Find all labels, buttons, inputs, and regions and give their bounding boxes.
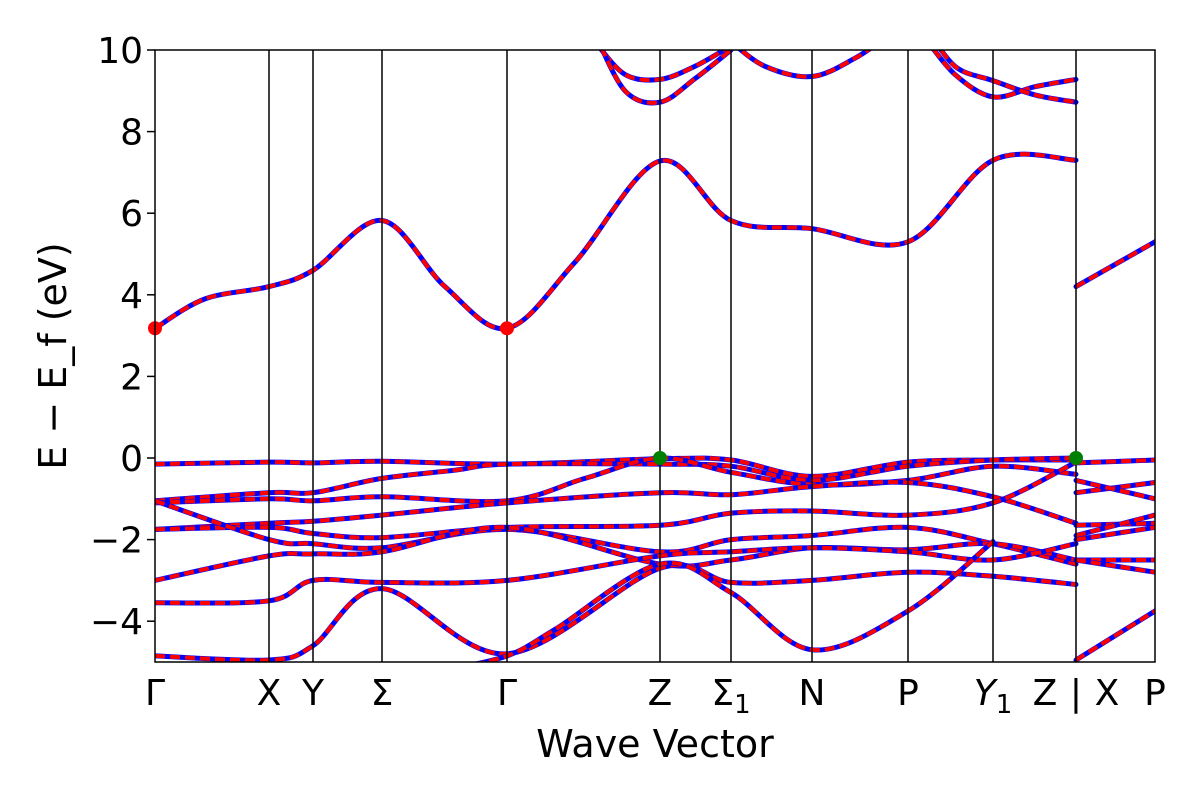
extremum-markers bbox=[148, 321, 1083, 465]
band-line-dft bbox=[1075, 478, 1155, 501]
band-line-dft bbox=[155, 456, 1077, 503]
band-line-dft bbox=[155, 455, 1077, 505]
y-tick-label: 10 bbox=[97, 31, 143, 72]
y-tick-label: 2 bbox=[120, 357, 143, 398]
kpoint-label: Z bbox=[1033, 673, 1058, 714]
band-line-dft bbox=[155, 525, 1077, 583]
extremum-point bbox=[500, 321, 514, 336]
kpoint-divider-lines bbox=[268, 50, 1077, 662]
y-tick-label: 8 bbox=[120, 113, 143, 154]
y-tick-label: 4 bbox=[120, 276, 143, 317]
kpoint-label: N bbox=[799, 673, 826, 714]
kpoint-label: X bbox=[1095, 673, 1120, 714]
band-line-dft bbox=[155, 562, 1077, 662]
kpoint-label: Γ bbox=[497, 673, 517, 714]
kpoint-label: Y1 bbox=[974, 673, 1013, 720]
kpoint-label: Γ bbox=[145, 673, 165, 714]
y-tick-label: 6 bbox=[120, 194, 143, 235]
kpoint-label: Σ bbox=[371, 673, 394, 714]
band-line-dft bbox=[155, 480, 1077, 532]
kpoint-label: P bbox=[897, 673, 919, 714]
band-lines bbox=[155, 50, 1155, 662]
band-line-dft bbox=[1075, 525, 1155, 542]
extremum-point bbox=[653, 451, 667, 465]
band-line-dft bbox=[1075, 558, 1155, 575]
y-tick-label: 0 bbox=[120, 439, 143, 480]
band-line-interp bbox=[155, 151, 1079, 332]
band-line-interp bbox=[737, 50, 873, 80]
kpoint-label: Z bbox=[648, 673, 673, 714]
band-line-dft bbox=[155, 541, 1077, 606]
band-line-dft bbox=[600, 50, 733, 105]
y-tick-label: −2 bbox=[90, 521, 143, 562]
x-axis-title: Wave Vector bbox=[536, 722, 774, 766]
kpoint-label: X bbox=[257, 673, 282, 714]
band-line-dft bbox=[931, 50, 1077, 100]
band-line-dft bbox=[155, 460, 1077, 540]
y-axis-title: E − E_f (eV) bbox=[31, 242, 75, 470]
y-axis-ticks: −4 −2 0 2 4 6 8 10 bbox=[90, 31, 155, 643]
kpoint-label: Σ1 bbox=[711, 673, 750, 720]
extremum-point bbox=[1069, 451, 1083, 465]
x-axis-kpoint-labels: Γ X Y Σ Γ Z Σ1 N P Y1 Z | X P bbox=[145, 673, 1166, 720]
y-tick-label: −4 bbox=[90, 602, 143, 643]
band-line-dft bbox=[155, 152, 1077, 331]
band-line-dft bbox=[476, 540, 995, 662]
kpoint-label: P bbox=[1144, 673, 1166, 714]
plot-frame bbox=[154, 49, 1156, 663]
band-line-interp bbox=[155, 562, 1079, 662]
band-line-dft bbox=[1075, 240, 1155, 289]
kpoint-label: Y bbox=[301, 673, 325, 714]
band-line-dft bbox=[1075, 513, 1155, 538]
band-line-dft bbox=[1074, 609, 1155, 662]
band-line-dft bbox=[155, 498, 1077, 567]
kpoint-label: | bbox=[1070, 673, 1082, 714]
